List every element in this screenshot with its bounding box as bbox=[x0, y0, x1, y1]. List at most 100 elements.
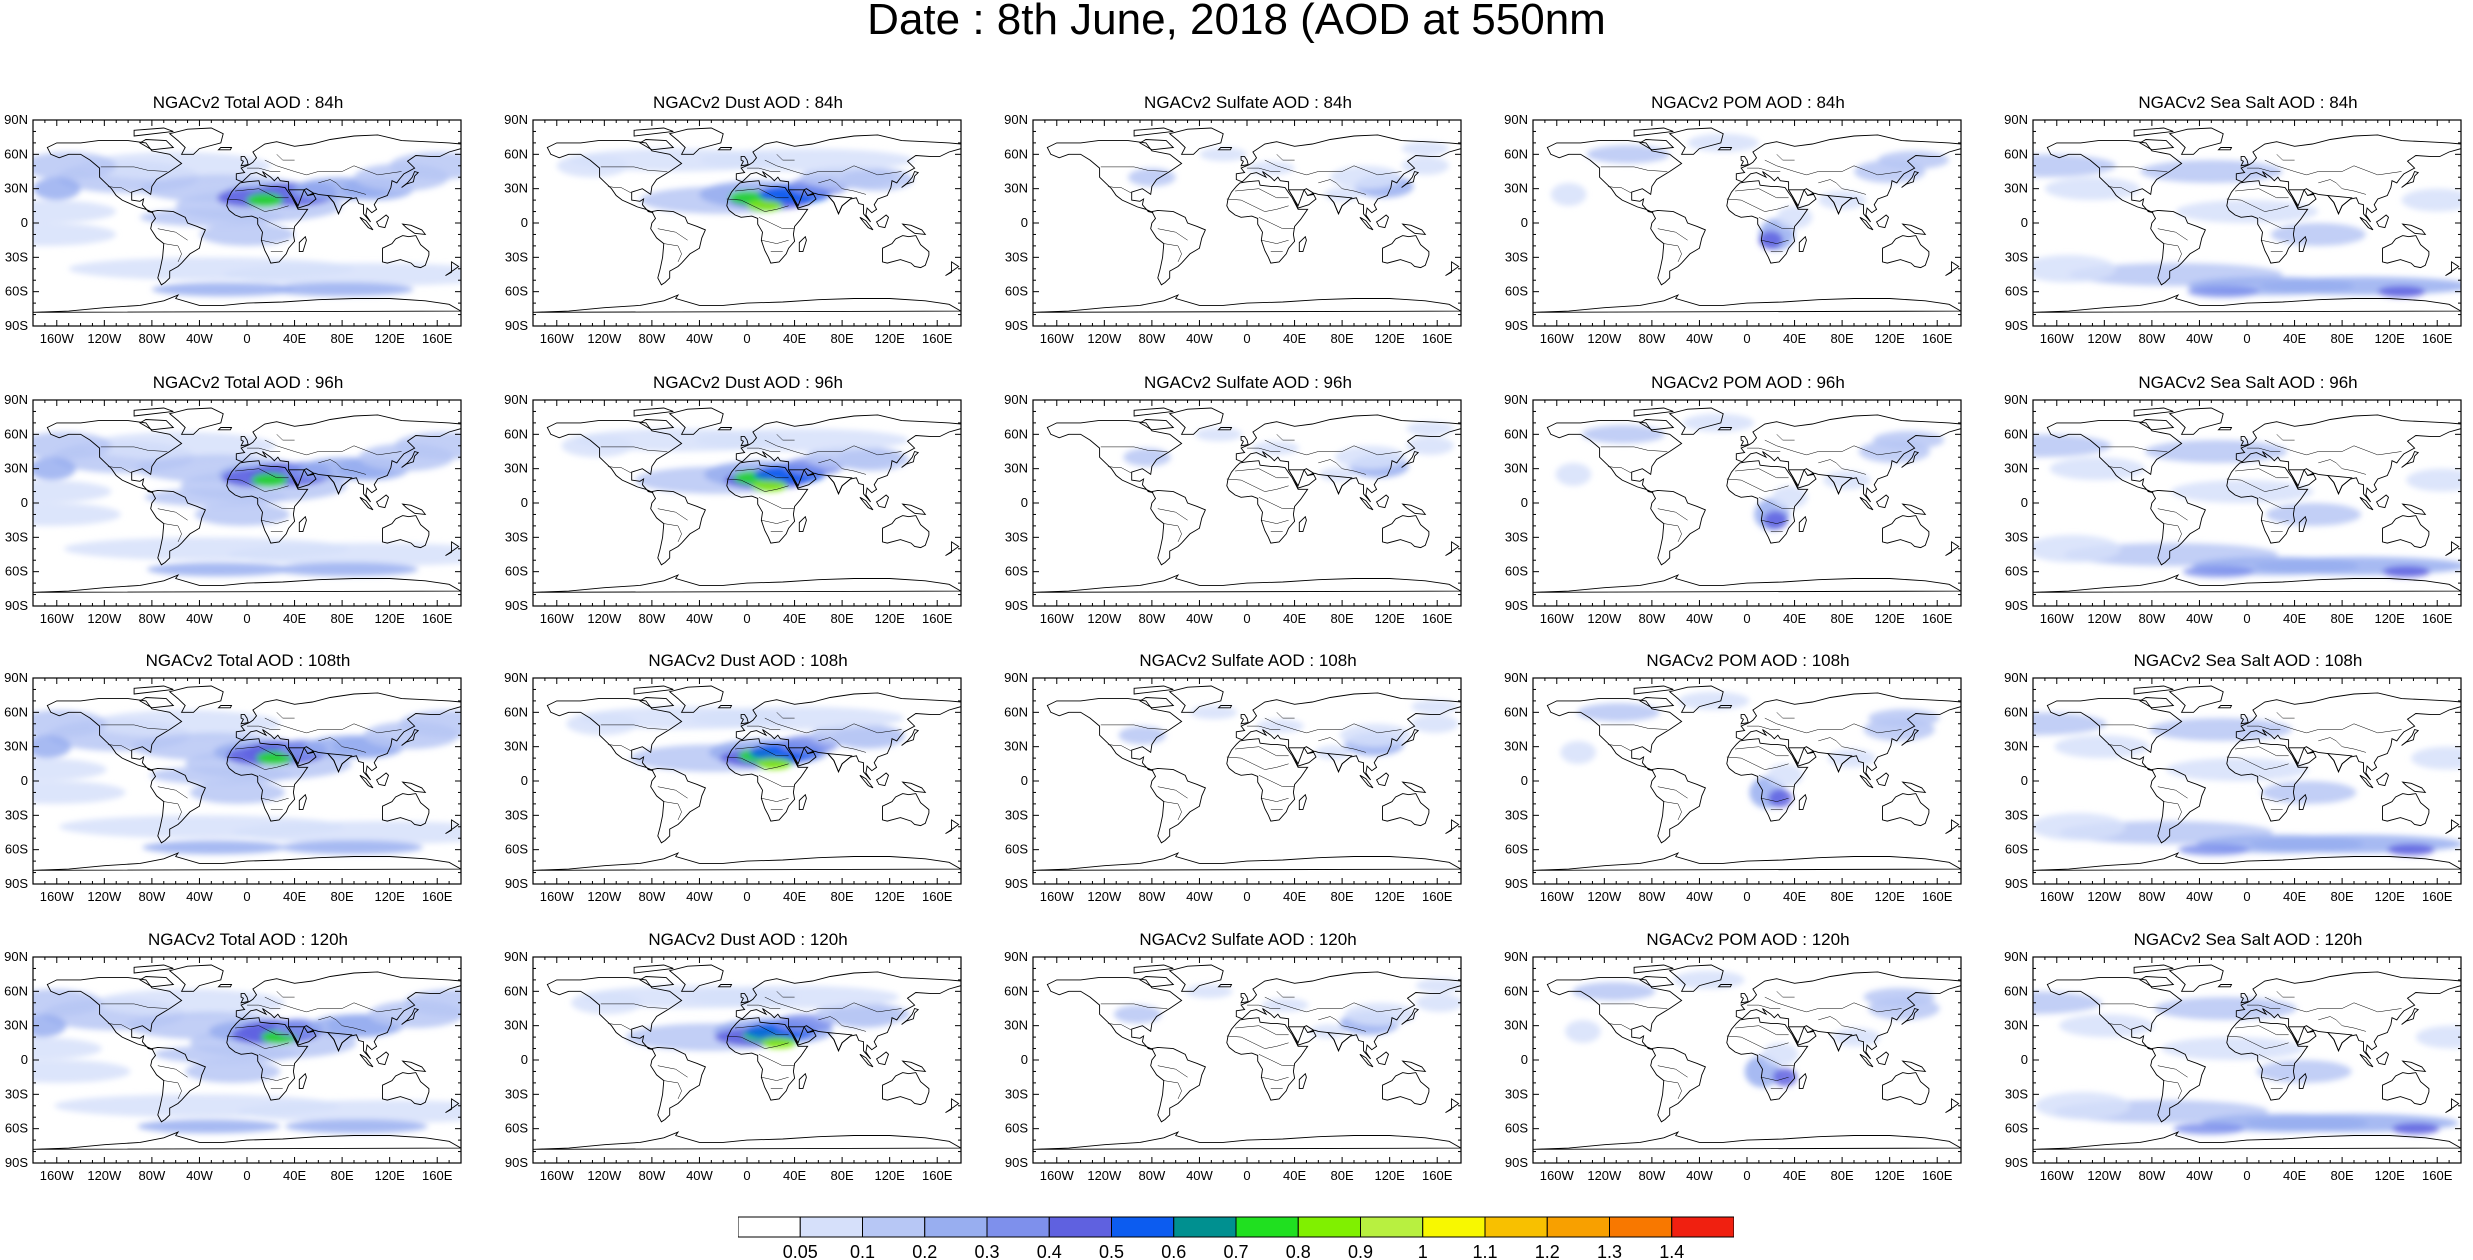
world-map: 90N 60N 30N 0 30S 60S 90S 160W 120W 80W 40W 0 40E 80E… bbox=[1004, 670, 1462, 904]
lon-tick-label: 0 bbox=[1243, 331, 1250, 346]
coastline-india bbox=[2326, 1031, 2353, 1052]
aod-blob bbox=[1334, 445, 1407, 469]
country-border bbox=[1657, 228, 1688, 241]
lon-tick-label: 40E bbox=[783, 331, 806, 346]
coastline-africa bbox=[226, 180, 309, 264]
aod-blob bbox=[2044, 177, 2140, 201]
coastline-madagascar bbox=[798, 515, 807, 533]
coastline-nz bbox=[1445, 1098, 1460, 1113]
lon-tick-label: 120E bbox=[374, 611, 405, 626]
coastline-madagascar bbox=[298, 515, 307, 533]
axis-ticks bbox=[32, 677, 462, 885]
aod-blob bbox=[1330, 165, 1402, 189]
lat-tick-label: 60N bbox=[2004, 704, 2028, 719]
axis-ticks bbox=[1532, 119, 1962, 327]
country-border bbox=[2100, 1003, 2168, 1009]
lat-tick-label: 90N bbox=[2004, 670, 2028, 685]
axis-ticks bbox=[532, 677, 962, 885]
world-map: 90N 60N 30N 0 30S 60S 90S 160W 120W 80W 40W 0 40E 80E… bbox=[4, 949, 462, 1183]
coastline-uk bbox=[2240, 436, 2249, 447]
aod-blob bbox=[33, 457, 76, 481]
lon-tick-label: 40W bbox=[2186, 1168, 2213, 1183]
coastline-india bbox=[326, 1031, 353, 1052]
country-border bbox=[261, 519, 289, 524]
country-border bbox=[2258, 1054, 2295, 1066]
country-border bbox=[2157, 508, 2188, 521]
axis-ticks bbox=[1532, 956, 1962, 1164]
coastline-australia bbox=[1882, 235, 1930, 269]
colorbar-swatch bbox=[1484, 1216, 1548, 1238]
country-border bbox=[1318, 459, 1366, 475]
coastline-newGuinea bbox=[401, 223, 427, 235]
aod-blob bbox=[33, 1014, 67, 1038]
lat-tick-label: 60N bbox=[1004, 146, 1028, 161]
axis-ticks bbox=[32, 956, 462, 1164]
coastlines bbox=[1033, 964, 1461, 1150]
country-border bbox=[761, 519, 789, 524]
coastline-africa bbox=[1226, 1017, 1309, 1101]
lat-tick-label: 60S bbox=[1005, 284, 1028, 299]
coastline-newGuinea bbox=[1401, 1060, 1427, 1072]
lon-tick-label: 160E bbox=[1422, 889, 1453, 904]
coastline-nz bbox=[1945, 1098, 1960, 1113]
country-border bbox=[276, 712, 295, 719]
map-background bbox=[1033, 400, 1461, 606]
coastlines bbox=[1533, 407, 1961, 593]
coastline-ellesmere bbox=[633, 685, 674, 695]
lat-tick-label: 90N bbox=[4, 670, 28, 685]
lat-tick-label: 30N bbox=[4, 461, 28, 476]
coastline-arabia bbox=[1287, 1026, 1317, 1046]
country-border bbox=[2157, 1065, 2188, 1078]
aod-blob bbox=[2054, 735, 2150, 759]
coastline-india bbox=[1326, 1031, 1353, 1052]
coastline-australia bbox=[882, 793, 930, 827]
coastline-madagascar bbox=[1798, 515, 1807, 533]
lon-tick-label: 160E bbox=[2422, 1168, 2453, 1183]
country-border bbox=[1776, 991, 1795, 998]
aod-blob bbox=[1199, 147, 1247, 162]
country-border bbox=[2258, 217, 2295, 229]
country-border bbox=[1163, 801, 1182, 821]
coastline-madagascar bbox=[2298, 515, 2307, 533]
coastline-japan bbox=[1901, 1007, 1920, 1025]
aod-blob bbox=[223, 263, 461, 286]
panel-title: NGACv2 POM AOD : 84h bbox=[1651, 93, 1845, 112]
lat-tick-label: 60N bbox=[504, 704, 528, 719]
coastline-australia bbox=[2382, 515, 2430, 549]
aod-blob bbox=[33, 989, 102, 1017]
lon-tick-label: 160E bbox=[422, 1168, 453, 1183]
lon-tick-label: 120E bbox=[1874, 611, 1905, 626]
coastline-japan bbox=[1401, 1007, 1420, 1025]
lat-tick-label: 30S bbox=[1005, 807, 1028, 822]
map-panel: NGACv2 Sulfate AOD : 96h 90N 60N 30N 0 30S 60S… bbox=[1004, 374, 1463, 626]
aod-blob bbox=[1572, 982, 1656, 1001]
lon-tick-label: 120W bbox=[587, 611, 622, 626]
coastline-antarctica bbox=[2033, 294, 2461, 313]
coastline-antarctica bbox=[1033, 852, 1461, 871]
coastline-arabia bbox=[287, 189, 317, 209]
lat-tick-label: 0 bbox=[2021, 773, 2028, 788]
country-border bbox=[726, 478, 789, 492]
coastlines bbox=[1533, 964, 1961, 1150]
country-border bbox=[235, 746, 289, 757]
country-border bbox=[747, 1004, 781, 1009]
country-border bbox=[1818, 1016, 1866, 1032]
country-border bbox=[1100, 446, 1168, 452]
lon-tick-label: 40W bbox=[1186, 889, 1213, 904]
coastline-southAmerica bbox=[650, 1046, 706, 1123]
country-border bbox=[2261, 797, 2289, 802]
coastline-borneo bbox=[876, 494, 890, 509]
colorbar-label: 0.6 bbox=[1161, 1242, 1186, 1260]
coastline-baffin bbox=[1139, 976, 1175, 988]
lon-tick-label: 160E bbox=[1422, 611, 1453, 626]
coastline-antarctica bbox=[33, 1131, 461, 1150]
country-border bbox=[726, 756, 789, 770]
coastline-arabia bbox=[787, 1026, 817, 1046]
coastline-australia bbox=[1382, 235, 1430, 269]
coastline-newGuinea bbox=[1401, 223, 1427, 235]
coastline-borneo bbox=[1376, 1051, 1390, 1066]
country-border bbox=[761, 1076, 789, 1081]
country-border bbox=[261, 797, 289, 802]
coastline-uk bbox=[740, 156, 749, 167]
lat-tick-label: 60S bbox=[1505, 284, 1528, 299]
